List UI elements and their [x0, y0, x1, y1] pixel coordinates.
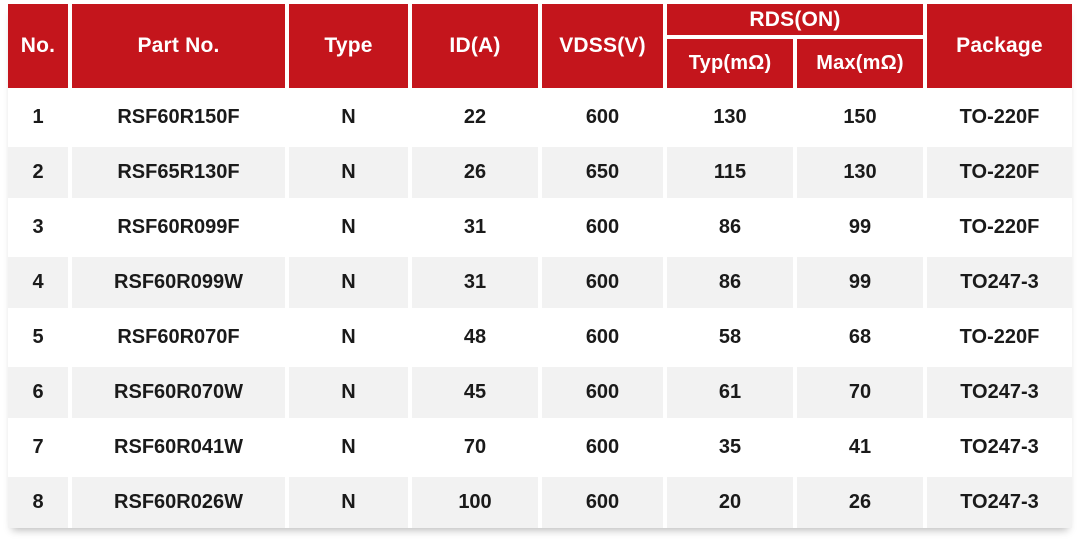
table-cell-package: TO-220F — [927, 312, 1072, 363]
header-group-rds-on: RDS(ON) — [667, 4, 923, 35]
table-cell-type: N — [289, 92, 408, 143]
table-cell-part-no: RSF60R070F — [72, 312, 285, 363]
table-cell-package: TO-220F — [927, 92, 1072, 143]
table-cell-rds-typ: 86 — [667, 202, 793, 253]
product-table: No. Part No. Type ID(A) VDSS(V) RDS(ON) … — [8, 4, 1072, 528]
table-cell-package: TO-220F — [927, 202, 1072, 253]
table-cell-no: 3 — [8, 202, 68, 253]
table-cell-no: 7 — [8, 422, 68, 473]
table-cell-id: 31 — [412, 257, 538, 308]
table-cell-vdss: 600 — [542, 477, 663, 528]
header-cell-rds-typ: Typ(mΩ) — [667, 39, 793, 88]
header-cell-no: No. — [8, 4, 68, 88]
table-cell-part-no: RSF60R026W — [72, 477, 285, 528]
table-cell-rds-typ: 61 — [667, 367, 793, 418]
table-cell-type: N — [289, 422, 408, 473]
table-cell-vdss: 600 — [542, 312, 663, 363]
table-cell-rds-typ: 35 — [667, 422, 793, 473]
table-cell-rds-typ: 130 — [667, 92, 793, 143]
table-cell-rds-max: 70 — [797, 367, 923, 418]
header-cell-vdss: VDSS(V) — [542, 4, 663, 88]
table-cell-type: N — [289, 202, 408, 253]
table-cell-part-no: RSF60R150F — [72, 92, 285, 143]
table-cell-rds-max: 150 — [797, 92, 923, 143]
table-cell-type: N — [289, 367, 408, 418]
header-cell-package: Package — [927, 4, 1072, 88]
table-cell-vdss: 600 — [542, 202, 663, 253]
header-cell-type: Type — [289, 4, 408, 88]
header-cell-rds-max: Max(mΩ) — [797, 39, 923, 88]
table-cell-type: N — [289, 147, 408, 198]
table-cell-part-no: RSF60R099W — [72, 257, 285, 308]
table-cell-no: 5 — [8, 312, 68, 363]
table-cell-rds-max: 41 — [797, 422, 923, 473]
table-cell-part-no: RSF60R099F — [72, 202, 285, 253]
table-cell-rds-max: 99 — [797, 202, 923, 253]
table-cell-vdss: 650 — [542, 147, 663, 198]
table-cell-vdss: 600 — [542, 367, 663, 418]
table-cell-id: 45 — [412, 367, 538, 418]
table-cell-no: 1 — [8, 92, 68, 143]
table-cell-package: TO247-3 — [927, 477, 1072, 528]
table-cell-package: TO-220F — [927, 147, 1072, 198]
table-cell-rds-max: 130 — [797, 147, 923, 198]
table-cell-rds-typ: 20 — [667, 477, 793, 528]
table-cell-rds-typ: 58 — [667, 312, 793, 363]
table-cell-part-no: RSF65R130F — [72, 147, 285, 198]
table-cell-vdss: 600 — [542, 422, 663, 473]
table-cell-id: 100 — [412, 477, 538, 528]
table-cell-type: N — [289, 257, 408, 308]
table-cell-vdss: 600 — [542, 257, 663, 308]
header-cell-part-no: Part No. — [72, 4, 285, 88]
table-cell-id: 22 — [412, 92, 538, 143]
header-cell-id: ID(A) — [412, 4, 538, 88]
table-cell-no: 2 — [8, 147, 68, 198]
table-cell-part-no: RSF60R070W — [72, 367, 285, 418]
table-cell-no: 8 — [8, 477, 68, 528]
table-cell-rds-max: 99 — [797, 257, 923, 308]
table-cell-package: TO247-3 — [927, 257, 1072, 308]
table-cell-id: 48 — [412, 312, 538, 363]
table-cell-rds-typ: 115 — [667, 147, 793, 198]
table-cell-id: 31 — [412, 202, 538, 253]
table-cell-rds-max: 68 — [797, 312, 923, 363]
table-cell-vdss: 600 — [542, 92, 663, 143]
table-cell-type: N — [289, 312, 408, 363]
table-cell-type: N — [289, 477, 408, 528]
table-cell-part-no: RSF60R041W — [72, 422, 285, 473]
table-cell-id: 26 — [412, 147, 538, 198]
table-cell-rds-max: 26 — [797, 477, 923, 528]
table-cell-no: 6 — [8, 367, 68, 418]
table-cell-rds-typ: 86 — [667, 257, 793, 308]
table-cell-package: TO247-3 — [927, 422, 1072, 473]
table-cell-no: 4 — [8, 257, 68, 308]
table-cell-package: TO247-3 — [927, 367, 1072, 418]
table-cell-id: 70 — [412, 422, 538, 473]
